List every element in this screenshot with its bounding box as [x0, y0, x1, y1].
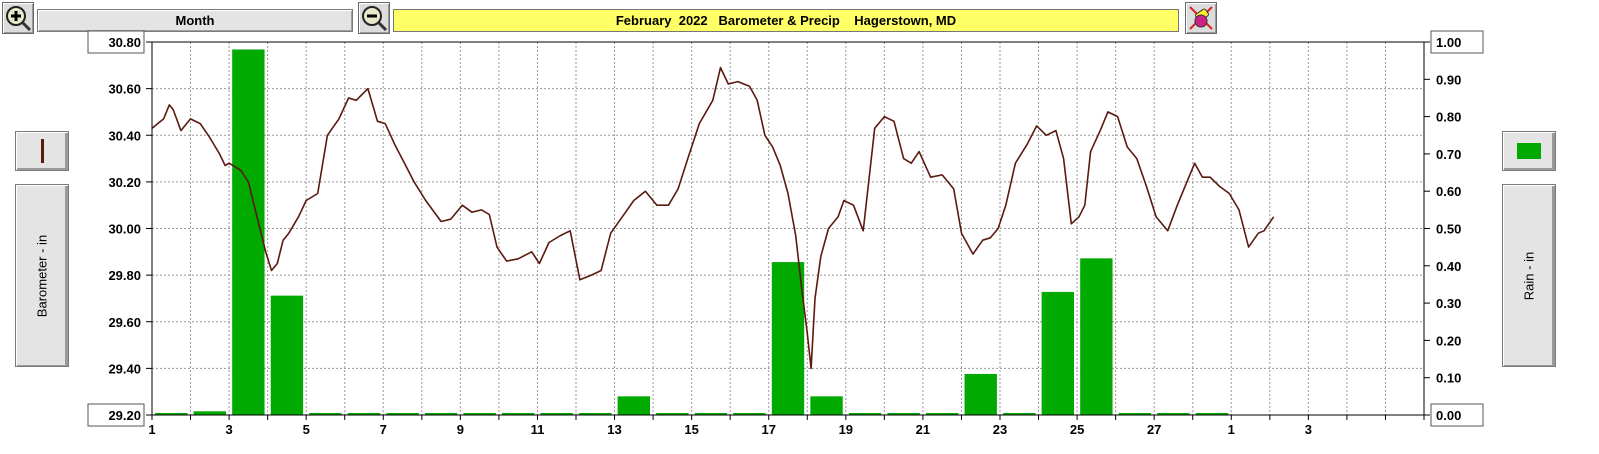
x-tick-label: 3 [1305, 422, 1312, 437]
x-tick-label: 3 [225, 422, 232, 437]
x-tick-label: 1 [148, 422, 155, 437]
x-tick-label: 19 [839, 422, 853, 437]
right-tick-box [1430, 30, 1484, 54]
left-tick-label: 29.80 [108, 268, 141, 283]
x-tick-label: 7 [380, 422, 387, 437]
left-tick-label: 29.60 [108, 315, 141, 330]
right-tick-label: 0.90 [1436, 72, 1461, 87]
rain-bar [964, 373, 997, 415]
rain-bars [155, 49, 1229, 416]
left-tick-label: 30.20 [108, 175, 141, 190]
rain-bar [193, 411, 227, 415]
zoom-in-button[interactable] [2, 2, 34, 34]
right-tick-label: 0.20 [1436, 333, 1461, 348]
left-axis-ticks: 30.80 30.60 30.40 30.20 30.00 29.80 29.60 29.40… [87, 30, 152, 427]
eraser-icon [1189, 6, 1213, 30]
rain-bar [810, 396, 843, 415]
rain-bar [1003, 413, 1036, 415]
rain-bar [463, 413, 496, 415]
left-tick-box [87, 30, 145, 54]
rain-bar [848, 413, 882, 415]
rain-bar [694, 413, 728, 415]
x-tick-label: 11 [531, 422, 545, 437]
clear-button[interactable] [1185, 2, 1217, 34]
x-tick-label: 13 [607, 422, 621, 437]
chart-title: February 2022 Barometer & Precip Hagerst… [393, 9, 1179, 32]
right-tick-label: 0.30 [1436, 296, 1461, 311]
right-tick-label: 0.80 [1436, 110, 1461, 125]
rain-bar [232, 49, 265, 416]
rain-bar [617, 396, 651, 415]
rain-series-toggle[interactable] [1502, 131, 1556, 171]
left-tick-label: 30.00 [108, 222, 141, 237]
rain-axis-panel: Rain - in [1502, 184, 1556, 367]
rain-bar [424, 413, 458, 415]
x-tick-label: 15 [684, 422, 698, 437]
x-tick-label: 17 [761, 422, 775, 437]
right-tick-label: 1.00 [1436, 35, 1461, 50]
barometer-line [151, 66, 1275, 370]
rain-bar [1118, 413, 1152, 415]
left-tick-label: 29.40 [108, 361, 141, 376]
rain-bar [771, 262, 805, 415]
rain-bar [1080, 258, 1113, 415]
right-tick-label: 0.70 [1436, 147, 1461, 162]
x-tick-label: 1 [1228, 422, 1235, 437]
rain-bar [1195, 413, 1229, 415]
x-tick-label: 25 [1070, 422, 1084, 437]
right-tick-label: 0.40 [1436, 259, 1461, 274]
x-tick-label: 23 [993, 422, 1007, 437]
right-tick-label: 0.00 [1436, 408, 1461, 423]
rain-bar [386, 413, 419, 415]
rain-bar [1041, 291, 1075, 415]
left-tick-label: 30.60 [108, 82, 141, 97]
rain-bar-swatch [1517, 143, 1541, 159]
rain-bar [925, 413, 959, 415]
right-tick-label: 0.60 [1436, 184, 1461, 199]
right-tick-label: 0.50 [1436, 222, 1461, 237]
barometer-line-swatch [41, 139, 44, 163]
rain-bar [1157, 413, 1190, 415]
left-tick-label: 30.80 [108, 35, 141, 50]
left-tick-label: 30.40 [108, 128, 141, 143]
rain-bar [270, 295, 304, 415]
period-selector-button[interactable]: Month [37, 9, 353, 32]
right-tick-label: 0.10 [1436, 371, 1461, 386]
left-tick-label: 29.20 [108, 408, 141, 423]
x-tick-label: 5 [303, 422, 310, 437]
rain-bar [733, 413, 766, 415]
right-tick-box [1430, 403, 1484, 427]
x-axis-ticks: 1 3 5 7 9 11 13 15 17 19 21 23 25 27 1 3 [148, 415, 1425, 437]
x-tick-label: 21 [916, 422, 930, 437]
right-axis-ticks: 1.00 0.90 0.80 0.70 0.60 0.50 0.40 0.30 0.20 0.10… [1424, 30, 1484, 427]
rain-bar [347, 413, 381, 415]
barometer-series-toggle[interactable] [15, 131, 69, 171]
rain-bar [155, 413, 188, 415]
rain-bar [887, 413, 920, 415]
rain-bar [309, 413, 342, 415]
zoom-out-icon [362, 6, 388, 32]
rain-bar [501, 413, 535, 415]
barometer-axis-panel: Barometer - in [15, 184, 69, 367]
x-tick-label: 27 [1147, 422, 1161, 437]
rain-bar [656, 413, 689, 415]
rain-bar [540, 413, 573, 415]
x-tick-label: 9 [457, 422, 464, 437]
left-tick-box [87, 403, 145, 427]
barometer-line-path [151, 66, 1275, 370]
rain-bar [579, 413, 612, 415]
zoom-out-button[interactable] [358, 2, 390, 34]
zoom-in-icon [6, 6, 32, 32]
